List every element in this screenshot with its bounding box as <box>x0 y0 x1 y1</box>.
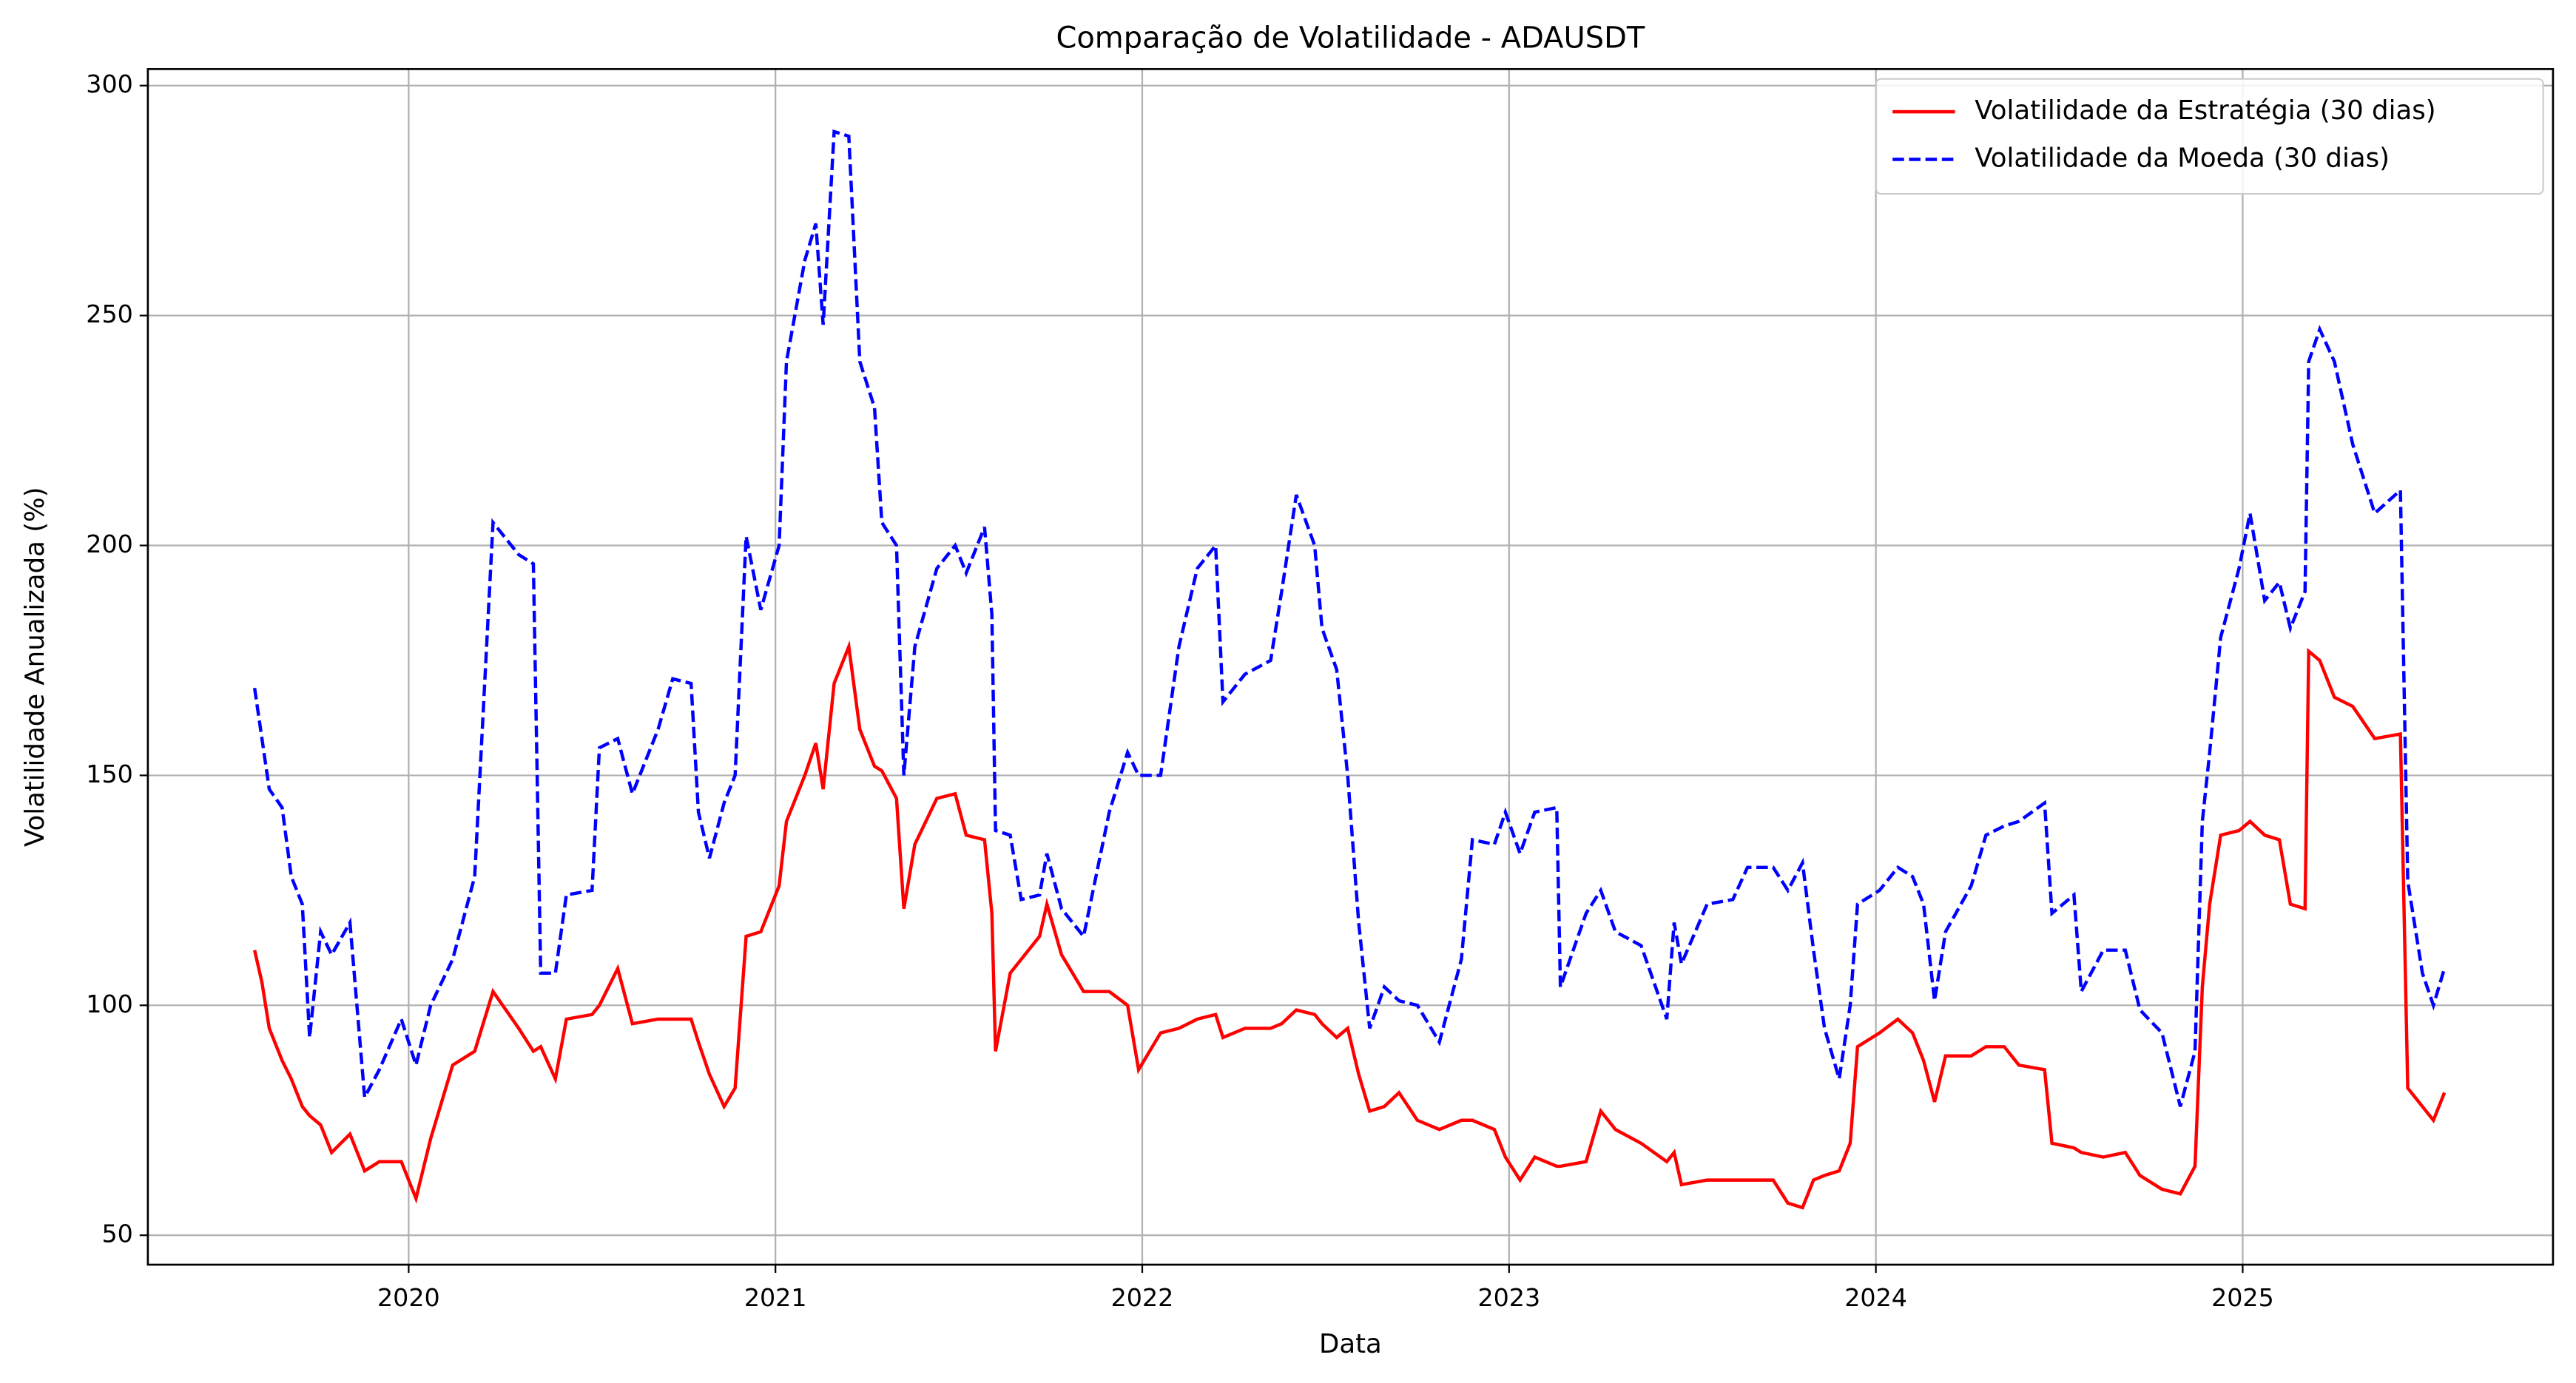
y-tick-label: 150 <box>86 760 133 788</box>
y-tick-label: 100 <box>86 990 133 1018</box>
legend-box <box>1875 78 2544 195</box>
y-tick-label: 200 <box>86 530 133 558</box>
chart-title: Comparação de Volatilidade - ADAUSDT <box>1056 21 1645 55</box>
x-tick-label: 2022 <box>1111 1283 1174 1312</box>
x-tick-label: 2024 <box>1844 1283 1907 1312</box>
series-line <box>252 129 2447 1107</box>
x-tick-label: 2023 <box>1477 1283 1540 1312</box>
y-tick-label: 50 <box>101 1220 132 1248</box>
y-tick-label: 300 <box>86 70 133 98</box>
plot-frame <box>146 68 2555 1266</box>
y-tick-label: 250 <box>86 300 133 328</box>
y-axis-label: Volatilidade Anualizada (%) <box>20 487 50 847</box>
legend: Volatilidade da Estratégia (30 dias) Vola… <box>1875 78 2544 195</box>
legend-label: Volatilidade da Moeda (30 dias) <box>1975 143 2390 174</box>
x-tick-label: 2020 <box>377 1283 440 1312</box>
x-tick-label: 2025 <box>2211 1283 2274 1312</box>
x-axis-label: Data <box>1319 1329 1382 1359</box>
legend-label: Volatilidade da Estratégia (30 dias) <box>1975 95 2435 126</box>
series-line <box>252 640 2447 1210</box>
x-tick-label: 2021 <box>744 1283 807 1312</box>
